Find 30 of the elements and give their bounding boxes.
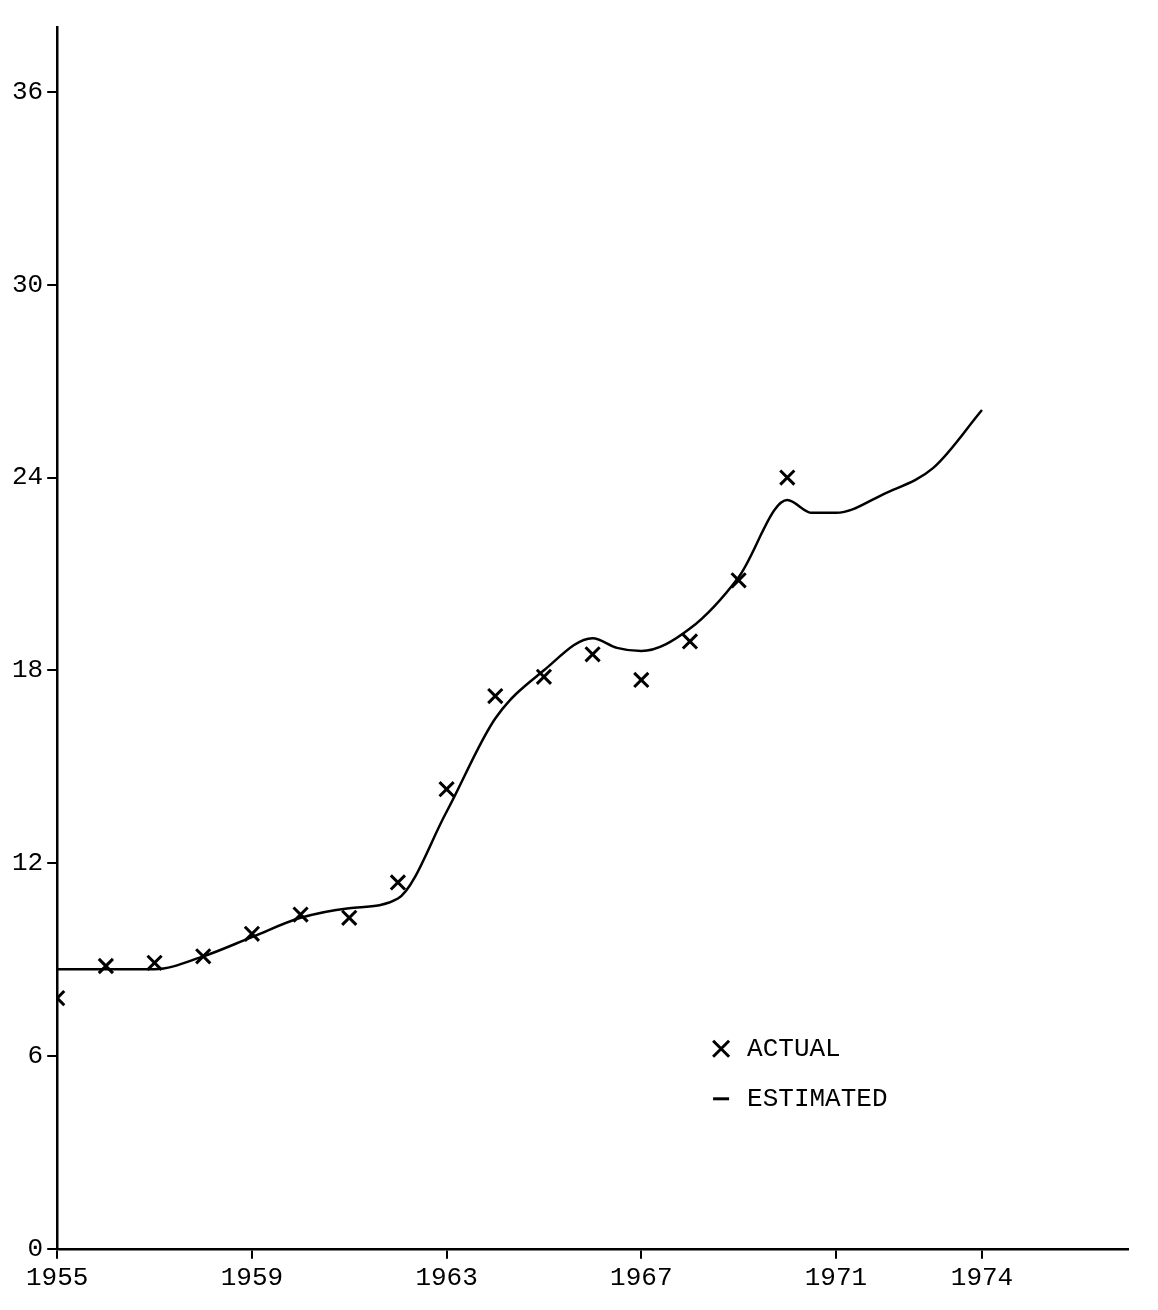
y-tick-label: 12	[11, 848, 44, 879]
x-tick-label: 1967	[610, 1263, 673, 1294]
x-tick-label: 1955	[25, 1263, 89, 1294]
y-tick-label: 0	[27, 1233, 44, 1264]
point	[340, 909, 358, 927]
point	[681, 632, 699, 650]
x-tick-label: 1959	[220, 1263, 284, 1294]
point	[438, 780, 456, 798]
point	[535, 668, 553, 686]
point	[97, 957, 115, 975]
x-tick-label: 1974	[950, 1263, 1014, 1294]
y-tick-label: 24	[11, 462, 44, 493]
point	[584, 645, 602, 663]
y-tick-label: 6	[27, 1040, 44, 1071]
y-tick-label: 18	[11, 655, 44, 686]
point	[730, 571, 748, 589]
point	[778, 468, 796, 487]
point	[486, 687, 504, 705]
point	[243, 925, 261, 943]
legend-label: ACTUAL	[747, 1033, 841, 1064]
legend-label: ESTIMATED	[747, 1083, 888, 1114]
point	[389, 873, 407, 892]
point	[145, 954, 164, 972]
x-tick-label: 1971	[804, 1263, 868, 1294]
x-tick-label: 1963	[415, 1263, 478, 1294]
y-tick-label: 30	[11, 269, 44, 300]
point	[632, 671, 650, 689]
point	[292, 906, 310, 924]
point	[194, 947, 212, 965]
y-tick-label: 36	[11, 76, 44, 107]
